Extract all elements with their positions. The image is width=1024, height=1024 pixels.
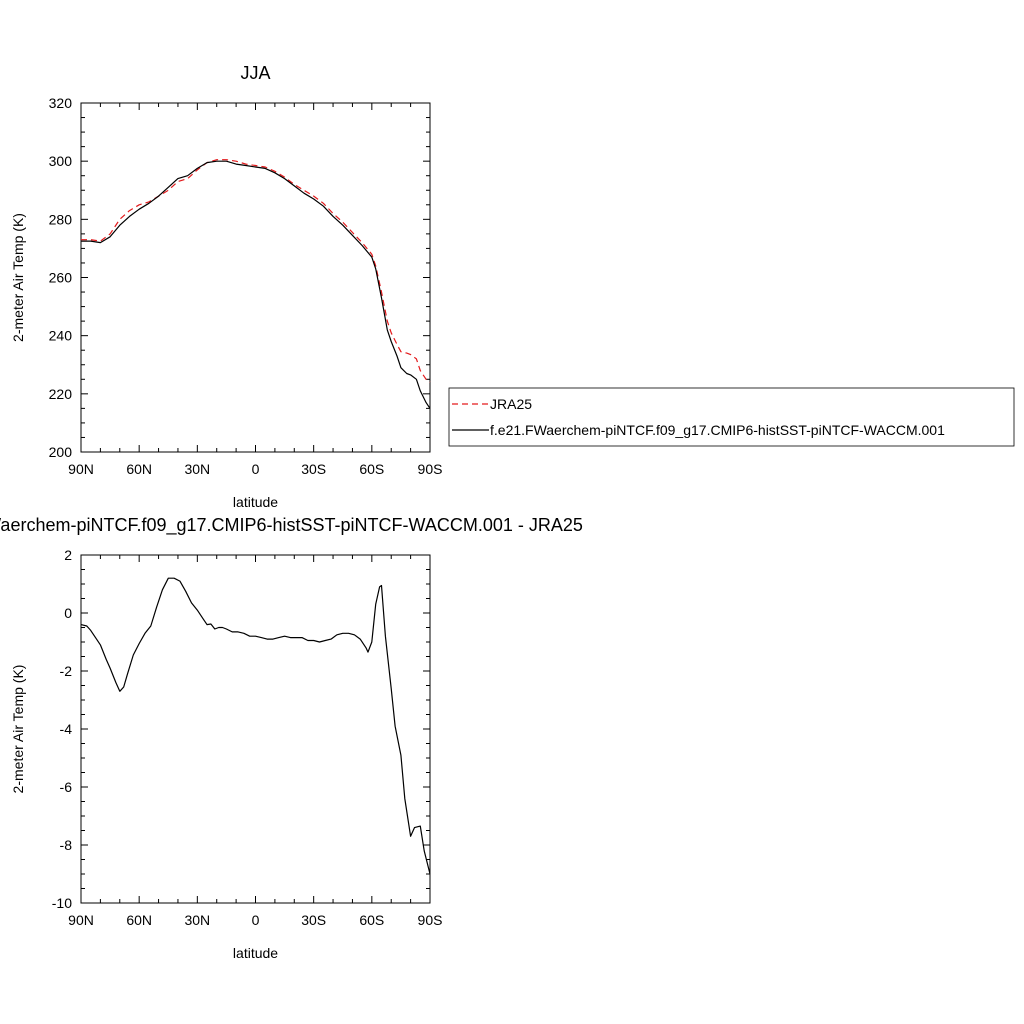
top-ytick-label: 260 (49, 270, 73, 286)
bottom-series-line-0 (80, 577, 431, 875)
bottom-chart-title: f.e21.FWaerchem-piNTCF.f09_g17.CMIP6-his… (0, 515, 583, 536)
bottom-ytick-label: -4 (60, 721, 73, 737)
legend-entry-0: JRA25 (490, 396, 532, 412)
bottom-xtick-label: 60S (359, 912, 384, 928)
top-xtick-label: 90S (418, 461, 443, 477)
bottom-ytick-label: 0 (64, 605, 72, 621)
bottom-xtick-label: 0 (252, 912, 260, 928)
bottom-y-axis-label: 2-meter Air Temp (K) (10, 665, 26, 794)
top-ytick-label: 240 (49, 328, 73, 344)
bottom-xtick-label: 90S (418, 912, 443, 928)
top-y-axis-label: 2-meter Air Temp (K) (10, 213, 26, 342)
bottom-x-axis-label: latitude (233, 945, 278, 961)
top-xtick-label: 60N (126, 461, 152, 477)
bottom-ytick-label: -8 (60, 837, 73, 853)
bottom-ytick-label: -2 (60, 663, 73, 679)
bottom-panel-chart: f.e21.FWaerchem-piNTCF.f09_g17.CMIP6-his… (0, 515, 583, 961)
top-series-line-0 (81, 159, 431, 383)
top-xtick-label: 0 (252, 461, 260, 477)
bottom-xtick-label: 60N (126, 912, 152, 928)
top-xtick-label: 30N (184, 461, 210, 477)
top-ytick-label: 300 (49, 153, 73, 169)
bottom-xtick-label: 90N (68, 912, 94, 928)
top-series-line-1 (81, 160, 431, 409)
top-ytick-label: 280 (49, 211, 73, 227)
top-panel-chart: JJA 200 220 240 260 280 300 320 90N 60N 30N 0 30S 60S… (10, 63, 1015, 510)
bottom-xtick-label: 30S (301, 912, 326, 928)
bottom-ytick-label: -10 (52, 895, 72, 911)
bottom-xtick-label: 30N (184, 912, 210, 928)
bottom-ytick-label: -6 (60, 779, 73, 795)
legend-box (448, 387, 1015, 447)
top-ytick-label: 200 (49, 444, 73, 460)
top-ytick-label: 320 (49, 95, 73, 111)
top-xtick-label: 90N (68, 461, 94, 477)
legend-entry-1: f.e21.FWaerchem-piNTCF.f09_g17.CMIP6-his… (490, 422, 945, 438)
top-ytick-label: 220 (49, 386, 73, 402)
top-xtick-label: 60S (359, 461, 384, 477)
bottom-plot-frame (80, 554, 431, 904)
top-chart-title: JJA (240, 63, 270, 83)
top-x-axis-label: latitude (233, 494, 278, 510)
top-xtick-label: 30S (301, 461, 326, 477)
bottom-ytick-label: 2 (64, 547, 72, 563)
